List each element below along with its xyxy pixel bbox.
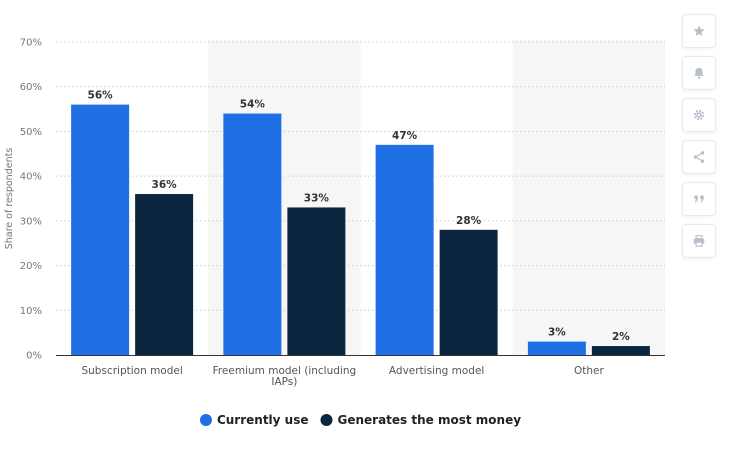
y-tick-label: 50% (20, 127, 42, 138)
gear-icon (693, 109, 705, 121)
legend-label: Generates the most money (338, 413, 522, 427)
y-tick-label: 0% (26, 351, 42, 362)
y-tick-label: 10% (20, 306, 42, 317)
y-tick-label: 20% (20, 261, 42, 272)
legend-item: Generates the most money (320, 413, 522, 427)
star-icon (693, 25, 705, 36)
star-button[interactable] (682, 14, 716, 48)
settings-button[interactable] (682, 98, 716, 132)
bar (527, 341, 586, 355)
data-label: 47% (392, 130, 418, 142)
x-tick-label: Other (574, 365, 604, 377)
bars (71, 104, 650, 356)
notification-button[interactable] (682, 56, 716, 90)
bar (591, 346, 650, 355)
bar (223, 113, 282, 356)
data-label: 28% (456, 215, 482, 227)
y-axis-label: Share of respondents (4, 148, 15, 250)
y-tick-label: 40% (20, 172, 42, 183)
data-label: 33% (304, 192, 330, 204)
bar (287, 207, 346, 355)
share-button[interactable] (682, 140, 716, 174)
y-tick-label: 70% (20, 38, 42, 49)
legend: Currently use Generates the most money (199, 413, 522, 427)
bar (71, 104, 130, 355)
data-label: 54% (240, 99, 266, 111)
x-tick-label-line: Other (574, 365, 604, 377)
legend-marker (320, 414, 333, 426)
x-tick-label-line: Freemium model (including (213, 365, 357, 377)
data-label: 56% (88, 90, 114, 102)
legend-item: Currently use (199, 413, 309, 427)
x-tick-label: Advertising model (389, 365, 484, 377)
data-label: 36% (152, 179, 178, 191)
data-labels: 56% 36% 54% 33% 47% 28% 3% 2% (88, 90, 631, 343)
chart-toolbar (682, 14, 716, 258)
y-tick-label: 30% (20, 216, 42, 227)
share-icon (693, 151, 705, 163)
print-button[interactable] (682, 224, 716, 258)
print-icon (693, 235, 705, 247)
legend-marker (199, 414, 212, 426)
bar (135, 194, 194, 355)
x-tick-label-line: Advertising model (389, 365, 484, 377)
bell-icon (694, 67, 704, 79)
x-tick-label-line: Subscription model (81, 365, 182, 377)
bar (439, 229, 498, 355)
y-axis-ticks: 0% 10% 20% 30% 40% 50% 60% 70% (20, 38, 42, 362)
legend-label: Currently use (217, 413, 309, 427)
cite-button[interactable] (682, 182, 716, 216)
bar (375, 144, 434, 355)
y-tick-label: 60% (20, 82, 42, 93)
data-label: 2% (612, 331, 630, 343)
category-band (512, 40, 665, 355)
data-label: 3% (548, 327, 566, 339)
x-tick-label: Freemium model (including IAPs) (213, 365, 357, 388)
x-tick-label-line: IAPs) (271, 376, 297, 388)
quote-icon (694, 195, 704, 203)
x-tick-label: Subscription model (81, 365, 182, 377)
x-axis-categories: Subscription model Freemium model (includ… (81, 365, 604, 388)
